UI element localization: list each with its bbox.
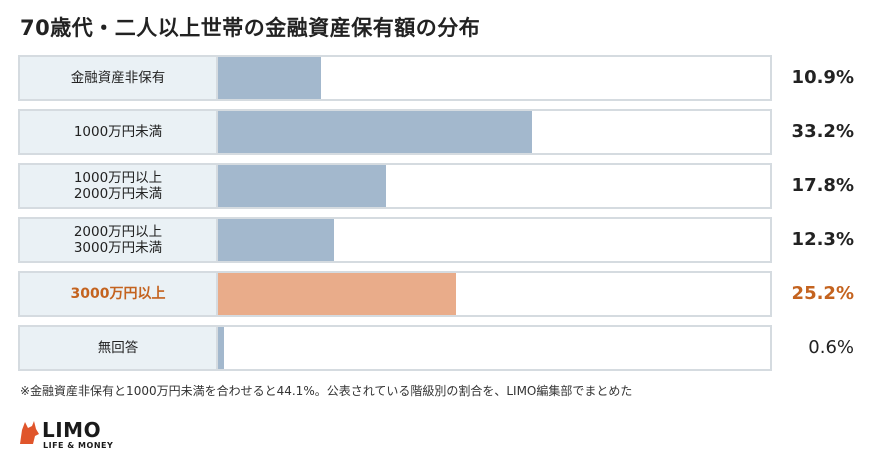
value-label: 0.6%	[808, 337, 854, 358]
bar	[218, 111, 532, 153]
bar-row: 無回答	[18, 325, 772, 371]
value-label: 33.2%	[791, 121, 854, 142]
bar-row: 1000万円未満	[18, 109, 772, 155]
bar	[218, 327, 224, 369]
bar-row: 3000万円以上	[18, 271, 772, 317]
footnote: ※金融資産非保有と1000万円未満を合わせると44.1%。公表されている階級別の…	[20, 384, 633, 398]
value-label: 17.8%	[791, 175, 854, 196]
logo-tagline: LIFE & MONEY	[43, 441, 114, 450]
category-label: 無回答	[20, 327, 218, 369]
category-label: 1000万円未満	[20, 111, 218, 153]
fox-icon	[20, 421, 39, 444]
value-label: 12.3%	[791, 229, 854, 250]
category-label: 3000万円以上	[20, 273, 218, 315]
bar	[218, 219, 335, 261]
bar	[218, 57, 321, 99]
chart-title: 70歳代・二人以上世帯の金融資産保有額の分布	[20, 16, 481, 40]
bar-row: 1000万円以上 2000万円未満	[18, 163, 772, 209]
bar	[218, 273, 457, 315]
bar	[218, 165, 387, 207]
logo-wordmark: LIMO	[42, 418, 102, 442]
category-label: 1000万円以上 2000万円未満	[20, 165, 218, 207]
category-label: 金融資産非保有	[20, 57, 218, 99]
value-label: 10.9%	[791, 67, 854, 88]
category-label: 2000万円以上 3000万円未満	[20, 219, 218, 261]
value-label: 25.2%	[791, 283, 854, 304]
bar-row: 2000万円以上 3000万円未満	[18, 217, 772, 263]
bar-row: 金融資産非保有	[18, 55, 772, 101]
